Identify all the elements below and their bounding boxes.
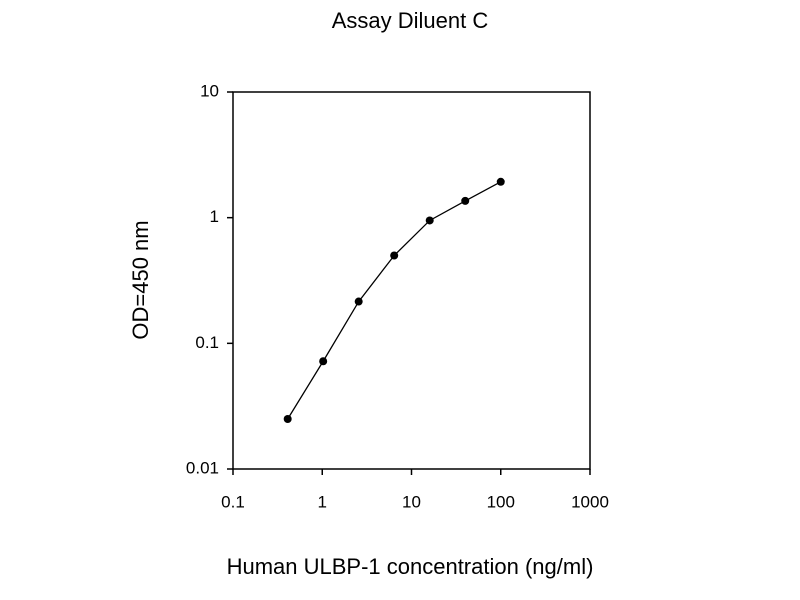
data-point [496, 177, 505, 186]
data-point [283, 414, 292, 423]
x-tick-label: 1000 [571, 492, 609, 511]
data-point [425, 216, 434, 225]
x-tick-label: 0.1 [221, 492, 245, 511]
data-point [354, 297, 363, 306]
series-line [287, 181, 502, 420]
chart-title: Assay Diluent C [332, 8, 489, 33]
x-tick-label: 10 [402, 492, 421, 511]
x-tick-label: 100 [487, 492, 515, 511]
y-tick-label: 0.1 [195, 333, 219, 352]
y-tick-label: 0.01 [186, 458, 219, 477]
y-axis-label: OD=450 nm [128, 220, 153, 339]
x-tick-label: 1 [318, 492, 327, 511]
y-tick-label: 10 [200, 81, 219, 100]
data-point [461, 196, 470, 205]
y-tick-label: 1 [210, 207, 219, 226]
data-point [390, 251, 399, 260]
x-axis-label: Human ULBP-1 concentration (ng/ml) [227, 554, 594, 579]
plot-frame [232, 91, 591, 470]
data-point [319, 357, 328, 366]
